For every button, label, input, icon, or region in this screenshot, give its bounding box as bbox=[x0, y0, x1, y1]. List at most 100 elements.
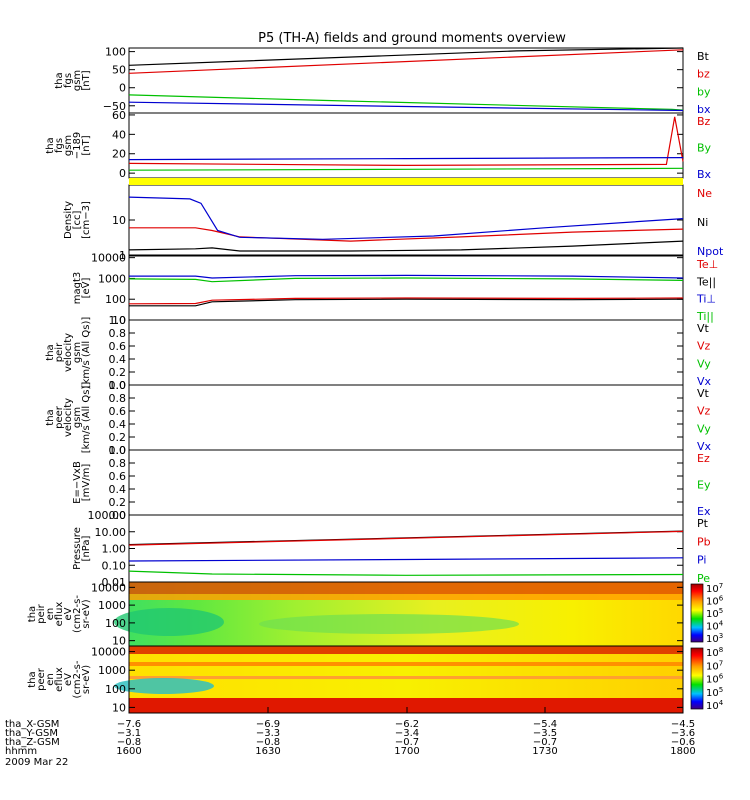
y-axis-label: Density bbox=[63, 201, 74, 239]
y-axis-label: [km/s (All Qs)] bbox=[81, 382, 92, 454]
y-axis-label: tha bbox=[45, 344, 56, 360]
y-tick-label: 0.6 bbox=[109, 340, 127, 353]
y-axis-label: en bbox=[45, 608, 56, 621]
legend-by-label: by bbox=[697, 85, 711, 98]
legend-Pt-label: Pt bbox=[697, 517, 709, 530]
series-line-Ti bbox=[129, 274, 684, 279]
x-axis-value: −0.7 bbox=[533, 737, 557, 748]
y-tick-label: 1.0 bbox=[109, 314, 127, 327]
y-axis-label: tha bbox=[27, 606, 38, 622]
panel-4: 1.00.80.60.40.20.0thapeirvelocitygsm[km/… bbox=[45, 314, 712, 392]
series-line-bx bbox=[128, 101, 684, 112]
y-axis-label: eV bbox=[63, 673, 74, 686]
x-axis-value: −3.3 bbox=[256, 728, 280, 739]
y-tick-label: 1 bbox=[119, 249, 126, 262]
y-tick-label: 100 bbox=[105, 46, 126, 59]
y-axis-label: fgs bbox=[63, 73, 74, 88]
legend-bx-label: bx bbox=[697, 103, 711, 116]
colorbar-tick-label: 104 bbox=[706, 699, 724, 712]
legend-Npot-label: Npot bbox=[697, 245, 724, 258]
legend-Ey-label: Ey bbox=[697, 479, 711, 492]
x-axis-value: −6.2 bbox=[395, 719, 419, 730]
spectrogram-band bbox=[129, 698, 683, 713]
legend-Bz-label: Bz bbox=[697, 115, 711, 128]
y-axis-label: velocity bbox=[63, 333, 74, 372]
legend-Ti-label: Ti⊥ bbox=[696, 293, 716, 306]
flag-strip bbox=[129, 178, 683, 185]
legend-Pb-label: Pb bbox=[697, 535, 711, 548]
spectrogram-patch bbox=[114, 608, 224, 636]
series-line-Bz bbox=[128, 116, 684, 167]
panel-frame bbox=[128, 319, 684, 386]
y-axis-label: eflux bbox=[54, 667, 65, 692]
x-axis-row-label: tha_X-GSM bbox=[5, 719, 59, 730]
colorbar-tick-exp: 5 bbox=[719, 686, 723, 694]
series-line-Bx bbox=[128, 157, 684, 161]
panel-5: 1.00.80.60.40.20.0thapeervelocitygsm[km/… bbox=[45, 379, 712, 457]
series-line-Npot bbox=[128, 196, 684, 240]
colorbar-tick-label: 108 bbox=[706, 646, 723, 659]
x-axis-value: −0.6 bbox=[671, 737, 695, 748]
panel-frame bbox=[128, 645, 684, 714]
y-axis-label: [km/s (All Qs)] bbox=[81, 317, 92, 389]
x-axis-value: 1800 bbox=[670, 746, 695, 757]
colorbar-tick-exp: 6 bbox=[719, 673, 724, 681]
legend-Vx-label: Vx bbox=[697, 440, 712, 453]
colorbar-tick-label: 106 bbox=[706, 595, 724, 608]
y-tick-label: 0.0 bbox=[109, 509, 127, 522]
colorbar-tick-exp: 8 bbox=[719, 646, 723, 654]
legend-Ti-label: Ti|| bbox=[696, 310, 714, 323]
y-tick-label: 0.4 bbox=[109, 418, 127, 431]
y-tick-label: 40 bbox=[112, 128, 126, 141]
colorbar-tick-exp: 6 bbox=[719, 595, 724, 603]
series-line-Ti bbox=[128, 277, 684, 283]
x-axis-value: −0.8 bbox=[256, 737, 280, 748]
y-tick-label: 0.2 bbox=[109, 431, 127, 444]
y-tick-label: 0.8 bbox=[109, 392, 127, 405]
x-axis-labels: tha_X-GSM −7.6 −6.9 −6.2 −5.4 −4.5 tha_Y-GSM −3… bbox=[5, 707, 696, 768]
y-axis-label: [mV/m] bbox=[81, 464, 92, 502]
colorbar-scale bbox=[690, 647, 704, 710]
legend-By-label: By bbox=[697, 142, 712, 155]
legend-Ez-label: Ez bbox=[697, 452, 710, 465]
y-tick-label: 100 bbox=[105, 683, 126, 696]
legend-Pe-label: Pe bbox=[697, 572, 710, 585]
y-tick-label: 0.0 bbox=[109, 444, 127, 457]
y-tick-label: 0.4 bbox=[109, 353, 127, 366]
y-axis-label: E=−VxB bbox=[72, 461, 83, 504]
y-tick-label: 0.2 bbox=[109, 496, 127, 509]
y-axis-label: fgs bbox=[54, 138, 65, 153]
legend-Bx-label: Bx bbox=[697, 168, 712, 181]
y-axis-label: [nT] bbox=[81, 135, 92, 155]
y-tick-label: 0.01 bbox=[102, 576, 127, 589]
y-axis-label: gsm bbox=[72, 342, 83, 363]
y-tick-label: 0.10 bbox=[102, 559, 127, 572]
legend-Ne-label: Ne bbox=[697, 187, 712, 200]
y-axis-label: [nT] bbox=[81, 70, 92, 90]
y-axis-label: sr-eV) bbox=[81, 665, 92, 694]
date-label: 2009 Mar 22 bbox=[5, 757, 68, 768]
y-tick-label: 1.0 bbox=[109, 379, 127, 392]
legend-Ex-label: Ex bbox=[697, 505, 711, 518]
panel-frame bbox=[128, 514, 684, 583]
y-tick-label: 0 bbox=[119, 167, 126, 180]
y-axis-label: [cc] bbox=[72, 211, 83, 230]
y-axis-label: [eV] bbox=[81, 278, 92, 299]
y-axis-label: en bbox=[45, 673, 56, 686]
series-line-Pb bbox=[128, 530, 684, 546]
y-axis-label: magt3 bbox=[72, 272, 83, 305]
legend-Pi-label: Pi bbox=[697, 554, 706, 567]
y-tick-label: 20 bbox=[112, 148, 126, 161]
legend-Vz-label: Vz bbox=[697, 405, 711, 418]
y-tick-label: 0.4 bbox=[109, 483, 127, 496]
colorbar-tick-label: 106 bbox=[706, 673, 724, 686]
colorbar-tick-label: 107 bbox=[706, 659, 723, 672]
y-axis-label: Pressure bbox=[72, 527, 83, 570]
x-axis-value: −5.4 bbox=[533, 719, 557, 730]
y-tick-label: 10 bbox=[112, 314, 126, 327]
x-axis-value: 1730 bbox=[532, 746, 557, 757]
